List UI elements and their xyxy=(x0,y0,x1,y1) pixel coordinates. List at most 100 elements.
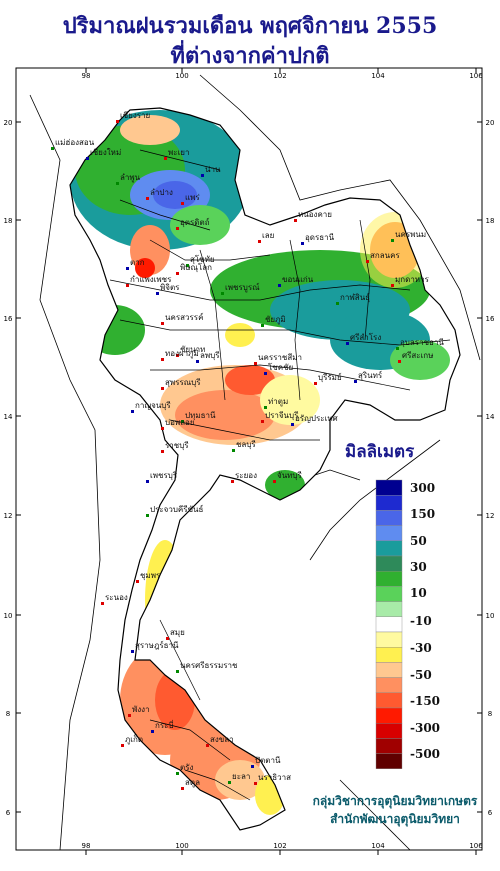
x-tick-label-top: 102 xyxy=(273,72,286,80)
station-dot xyxy=(176,670,179,673)
place-label: เพชรบูรณ์ xyxy=(225,282,260,293)
station-dot xyxy=(396,347,399,350)
place-label: กาญจนบุรี xyxy=(135,401,171,410)
station-dot xyxy=(291,423,294,426)
station-dot xyxy=(336,302,339,305)
place-label: เชียงราย xyxy=(120,111,150,120)
station-dot xyxy=(51,147,54,150)
legend-swatch xyxy=(375,753,403,769)
place-label: ตาก xyxy=(130,258,145,267)
station-dot xyxy=(181,787,184,790)
place-label: ระนอง xyxy=(105,593,128,602)
legend-swatch xyxy=(375,616,403,633)
station-dot xyxy=(221,292,224,295)
place-label: ภูเก็ต xyxy=(125,734,143,745)
place-label: ลำพูน xyxy=(120,173,141,183)
place-label: ขอนแก่น xyxy=(282,275,314,284)
place-label: นครราชสีมา xyxy=(258,353,302,362)
place-label: ประจวบคีรีขันธ์ xyxy=(150,504,204,514)
station-dot xyxy=(146,514,149,517)
map-title-line2: ที่ต่างจากค่าปกติ xyxy=(170,43,330,69)
place-label: เลย xyxy=(262,231,274,240)
place-label: ปราจีนบุรี xyxy=(265,411,299,420)
place-label: ลำปาง xyxy=(150,188,173,197)
place-label: ปัตตานี xyxy=(255,756,281,765)
legend-swatch xyxy=(375,738,403,754)
legend-title: มิลลิเมตร xyxy=(345,442,415,462)
station-dot xyxy=(176,227,179,230)
place-label: อุดรธานี xyxy=(305,233,335,242)
y-tick-label-left: 10 xyxy=(4,612,13,620)
place-label: บ่อพลอย xyxy=(165,418,195,427)
y-tick-label-left: 20 xyxy=(4,119,13,127)
legend-label: -50 xyxy=(410,668,432,682)
place-label: ยะลา xyxy=(232,772,250,781)
credit-line1: กลุ่มวิชาการอุตุนิยมวิทยาเกษตร xyxy=(312,794,478,808)
province-borders xyxy=(69,107,461,831)
legend-label: -150 xyxy=(410,694,441,708)
station-dot xyxy=(181,420,184,423)
neighbour-borders xyxy=(29,74,481,851)
legend-swatch xyxy=(375,631,403,648)
place-label: สงขลา xyxy=(210,735,234,744)
legend-swatch xyxy=(375,677,403,693)
station-dot xyxy=(176,354,179,357)
station-dot xyxy=(254,362,257,365)
station-dot xyxy=(278,284,281,287)
legend-swatch xyxy=(375,586,403,602)
station-dot xyxy=(161,387,164,390)
station-dot xyxy=(206,744,209,747)
legend-label: 150 xyxy=(410,507,436,521)
station-markers xyxy=(51,120,401,790)
legend-swatch xyxy=(375,571,403,587)
station-dot xyxy=(131,650,134,653)
station-dot xyxy=(101,602,104,605)
station-dot xyxy=(228,781,231,784)
station-dot xyxy=(314,382,317,385)
station-dot xyxy=(196,360,199,363)
place-label: เพชรบุรี xyxy=(150,471,178,480)
place-label: พิจิตร xyxy=(160,283,180,292)
station-dot xyxy=(201,174,204,177)
station-dot xyxy=(128,714,131,717)
legend-swatch xyxy=(375,555,403,572)
legend-swatch xyxy=(375,525,403,541)
place-label: กำแพงเพชร xyxy=(130,275,172,284)
station-dot xyxy=(181,202,184,205)
station-dot xyxy=(161,358,164,361)
legend-swatch xyxy=(375,647,403,663)
station-dot xyxy=(126,284,129,287)
station-dot xyxy=(264,372,267,375)
place-label: แพร่ xyxy=(185,193,200,202)
place-label: มุกดาหาร xyxy=(395,275,430,284)
station-dot xyxy=(294,219,297,222)
place-label: สุราษฎร์ธานี xyxy=(135,640,179,650)
place-label: สุพรรณบุรี xyxy=(165,378,201,387)
legend-label: 50 xyxy=(410,534,427,548)
y-tick-label-right: 12 xyxy=(486,512,495,520)
station-dot xyxy=(166,637,169,640)
legend-label: -10 xyxy=(410,614,432,628)
legend-swatch xyxy=(375,495,403,511)
x-tick-label-bot: 102 xyxy=(273,842,286,850)
y-tick-label-left: 8 xyxy=(6,710,10,718)
station-dot xyxy=(273,480,276,483)
station-dot xyxy=(161,427,164,430)
place-label: น่าน xyxy=(205,165,221,174)
station-dot xyxy=(186,264,189,267)
place-label: สกลนคร xyxy=(370,251,400,260)
legend-label: -300 xyxy=(410,721,441,735)
y-tick-label-right: 6 xyxy=(488,809,493,817)
y-tick-label-left: 16 xyxy=(4,315,13,323)
place-label: พังงา xyxy=(132,705,150,714)
legend-swatch xyxy=(375,707,403,724)
place-label: นราธิวาส xyxy=(258,773,291,782)
place-label: โชคชัย xyxy=(268,362,293,372)
credit-line2: สำนักพัฒนาอุตุนิยมวิทยา xyxy=(330,812,460,826)
station-dot xyxy=(151,730,154,733)
station-dot xyxy=(261,420,264,423)
station-dot xyxy=(116,182,119,185)
place-label: สุโขทัย xyxy=(190,254,215,264)
